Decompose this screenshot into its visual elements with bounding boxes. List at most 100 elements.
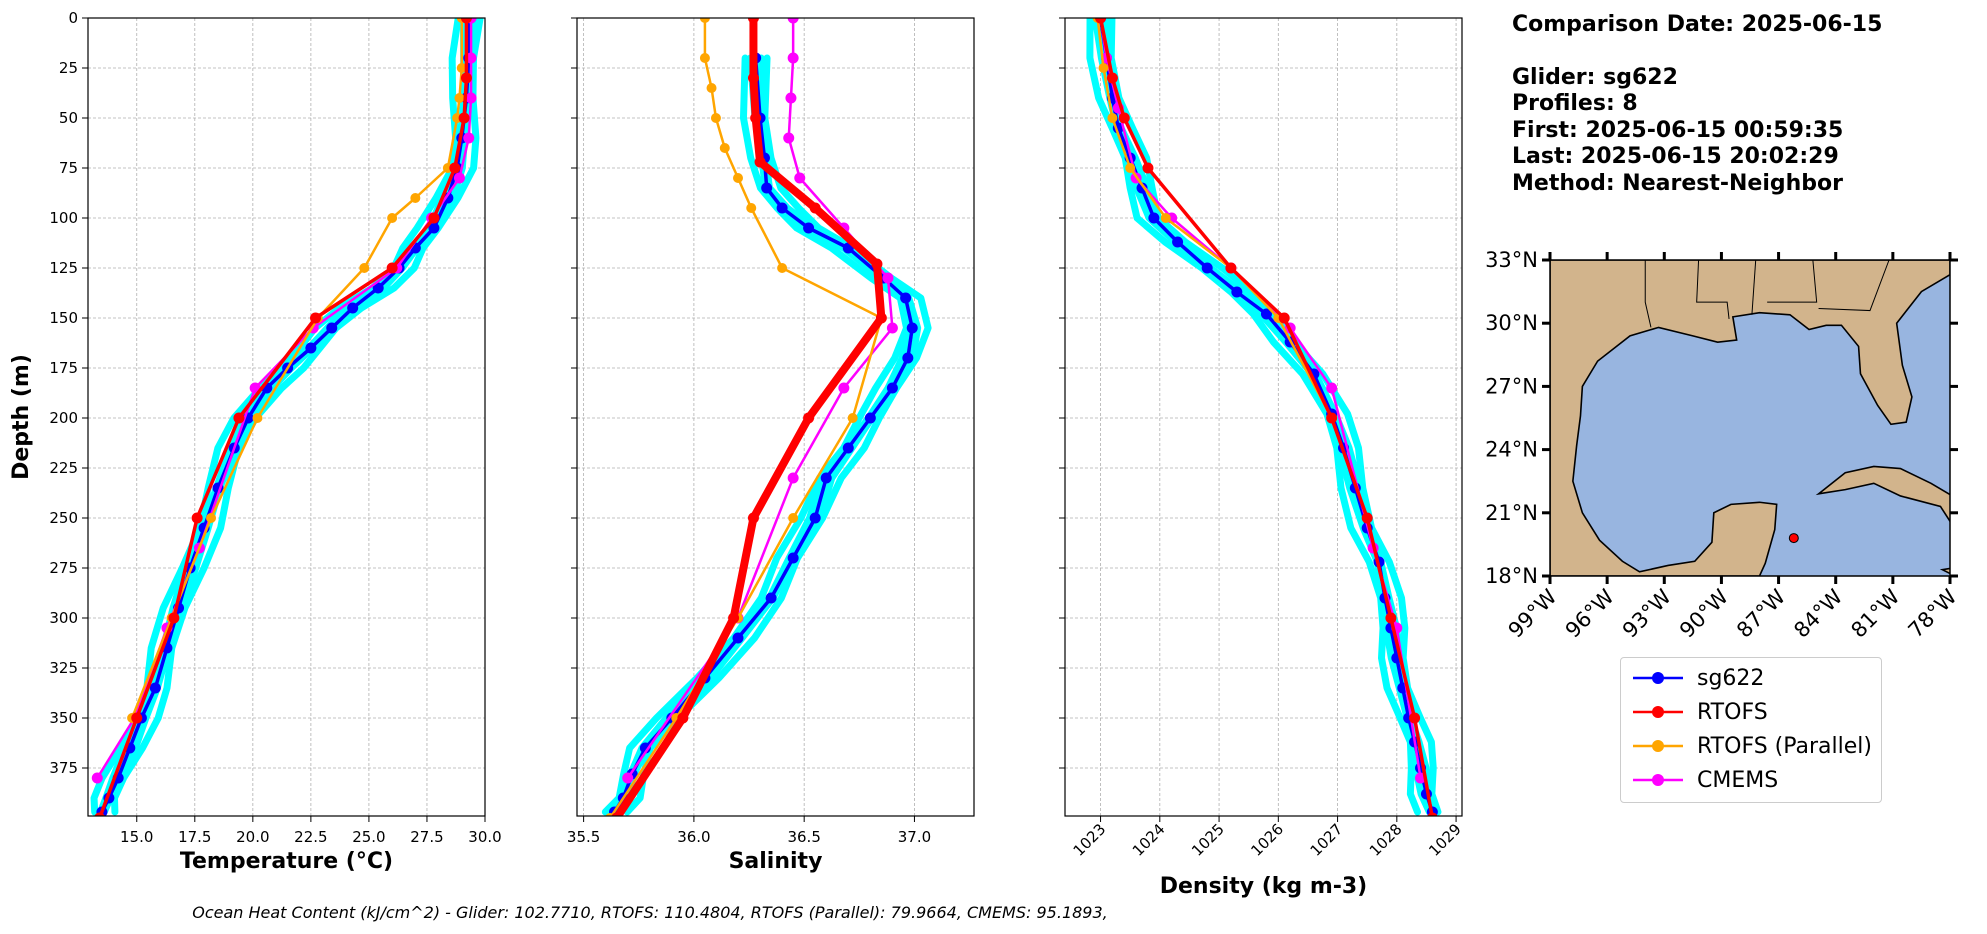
series-point-rtofs-parallel (746, 203, 757, 213)
land-north-america (1550, 260, 1950, 576)
series-point-cmems (882, 272, 894, 284)
series-point-rtofs (809, 202, 821, 214)
series-point-sg622 (639, 742, 651, 754)
series-point-rtofs (310, 312, 322, 324)
series-line-rtofs (613, 18, 886, 816)
series-point-sg622 (803, 222, 815, 234)
series-line-sg622 (100, 18, 471, 813)
x-tick-label: 1026 (1247, 820, 1287, 860)
glider-profile-line (1091, 18, 1433, 816)
comparison-date: Comparison Date: 2025-06-15 (1512, 12, 1883, 37)
series-point-rtofs (677, 712, 689, 724)
series-point-rtofs (1427, 812, 1438, 816)
y-tick-label: 75 (59, 159, 78, 177)
plot-frame (576, 17, 975, 817)
glider-profile-line (110, 18, 484, 816)
x-tick-label: 22.5 (294, 828, 327, 846)
series-point-rtofs (1409, 712, 1421, 724)
lon-tick-label: 84°W (1789, 584, 1847, 642)
x-tick-label: 1027 (1307, 820, 1347, 860)
series-point-rtofs (1142, 162, 1154, 174)
lon-tick-label: 99°W (1504, 584, 1562, 642)
series-point-sg622 (428, 222, 440, 234)
series-point-rtofs-parallel (387, 213, 398, 223)
last-time: Last: 2025-06-15 20:02:29 (1512, 144, 1839, 169)
x-tick-label: 17.5 (178, 828, 211, 846)
x-tick-label: 27.5 (410, 828, 443, 846)
series-point-rtofs (460, 72, 472, 84)
series-point-sg622 (1136, 182, 1148, 194)
series-point-rtofs (875, 312, 887, 324)
ohc-footer: Ocean Heat Content (kJ/cm^2) - Glider: 1… (192, 903, 1108, 922)
series-point-cmems (794, 172, 806, 184)
x-tick-label: 1023 (1070, 820, 1110, 860)
x-tick-label: 15.0 (120, 828, 153, 846)
lon-tick-label: 81°W (1846, 584, 1904, 642)
y-tick-label: 50 (59, 109, 78, 127)
series-point-rtofs-parallel (710, 113, 721, 123)
info-box: Comparison Date: 2025-06-15 Glider: sg622… (1512, 12, 1882, 197)
y-tick-label: 375 (49, 759, 78, 777)
series-point-rtofs-parallel (699, 53, 710, 63)
series-line-cmems (1099, 18, 1422, 779)
y-tick-label: 300 (49, 609, 78, 627)
series-point-sg622 (906, 322, 918, 334)
series-group (605, 18, 918, 816)
x-axis-label: Density (kg m-3) (1160, 874, 1368, 899)
x-tick-label: 1024 (1129, 820, 1169, 860)
x-tick-label: 1029 (1425, 820, 1465, 860)
series-point-rtofs (747, 72, 759, 84)
x-tick-label: 36.0 (677, 828, 710, 846)
series-point-cmems (463, 132, 475, 144)
series-point-rtofs (750, 112, 762, 124)
series-point-sg622 (1260, 308, 1272, 320)
chart-panel-1: 0 25 50 75 100 125 150 175 200 225 250 275 300 325 350… (9, 9, 502, 874)
lat-tick-label: 18°N (1485, 564, 1538, 588)
series-group (1092, 18, 1438, 816)
series-point-rtofs (458, 112, 470, 124)
series-group (91, 18, 477, 816)
series-point-rtofs (1361, 512, 1373, 524)
series-point-cmems (886, 322, 898, 334)
series-point-sg622 (732, 632, 744, 644)
series-point-rtofs (754, 156, 766, 168)
legend-label: CMEMS (1697, 767, 1779, 793)
state-border (1644, 260, 1652, 328)
series-point-sg622 (326, 322, 338, 334)
series-point-cmems (783, 132, 795, 144)
series-point-sg622 (900, 292, 912, 304)
series-point-rtofs (460, 18, 472, 24)
series-point-sg622 (761, 182, 773, 194)
land-cuba (1815, 465, 1950, 523)
map-frame (1549, 259, 1951, 577)
method: Method: Nearest-Neighbor (1512, 170, 1843, 196)
y-tick-label: 25 (59, 59, 78, 77)
legend-marker-icon (1633, 706, 1683, 718)
lat-tick-label: 24°N (1485, 438, 1538, 462)
series-point-rtofs-parallel (847, 413, 858, 423)
y-tick-label: 250 (49, 509, 78, 527)
x-tick-label: 30.0 (468, 828, 501, 846)
series-point-rtofs (1278, 312, 1290, 324)
y-tick-label: 200 (49, 409, 78, 427)
series-point-cmems (465, 92, 477, 104)
x-tick-label: 37.0 (898, 828, 931, 846)
legend-marker-icon (1633, 740, 1683, 752)
series-point-rtofs-parallel (252, 413, 263, 423)
series-point-rtofs-parallel (699, 18, 710, 23)
state-border (1696, 260, 1730, 320)
series-point-rtofs (168, 612, 180, 624)
series-point-sg622 (1201, 262, 1213, 274)
series-point-rtofs-parallel (1098, 63, 1109, 73)
legend-marker-icon (1633, 774, 1683, 786)
series-point-cmems (838, 382, 850, 394)
series-point-sg622 (1172, 236, 1184, 248)
chart-panel-3: 1023 1024 1025 1026 1027 1028 1029 Density (kg … (1059, 17, 1465, 899)
series-point-rtofs (233, 412, 245, 424)
series-point-rtofs (1118, 112, 1130, 124)
series-point-rtofs (1095, 18, 1107, 24)
legend-label: RTOFS (Parallel) (1697, 733, 1872, 759)
inset-map: 33°N 30°N 27°N 24°N 21°N 18°N99°W 96°W 93°W 90°W… (1485, 248, 1962, 643)
chart-panel-2: 35.5 36.0 36.5 37.0 Salinity (567, 17, 975, 874)
series-point-rtofs (611, 812, 622, 816)
